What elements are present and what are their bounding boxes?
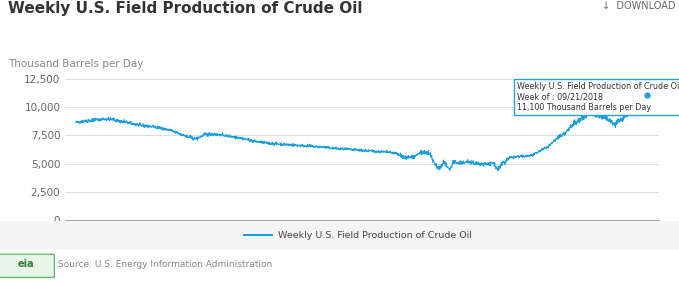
- Text: ↓  DOWNLOAD: ↓ DOWNLOAD: [602, 1, 676, 11]
- Text: Weekly U.S. Field Production of Crude Oil
Week of : 09/21/2018
11,100 Thousand B: Weekly U.S. Field Production of Crude Oi…: [517, 82, 679, 112]
- Text: Weekly U.S. Field Production of Crude Oil: Weekly U.S. Field Production of Crude Oi…: [8, 1, 363, 16]
- Text: Thousand Barrels per Day: Thousand Barrels per Day: [8, 59, 143, 69]
- FancyBboxPatch shape: [0, 254, 54, 277]
- Text: Weekly U.S. Field Production of Crude Oil: Weekly U.S. Field Production of Crude Oi…: [278, 231, 473, 240]
- Text: Source: U.S. Energy Information Administration: Source: U.S. Energy Information Administ…: [58, 260, 272, 269]
- Text: eia: eia: [18, 259, 34, 269]
